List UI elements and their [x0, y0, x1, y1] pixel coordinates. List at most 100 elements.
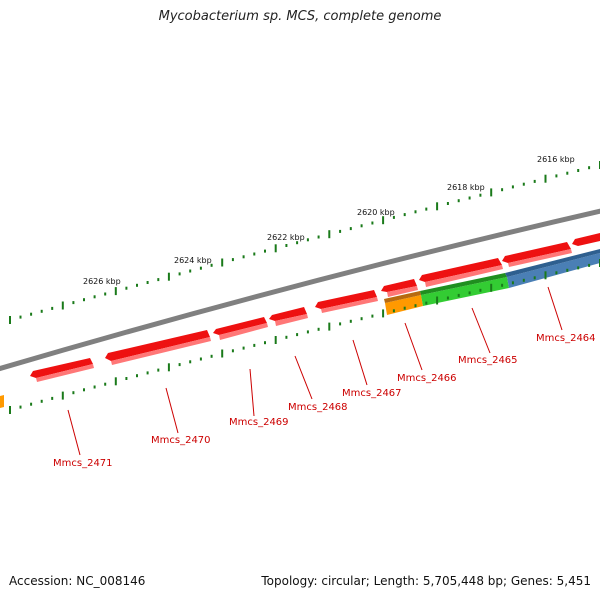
inner-tick [210, 354, 213, 358]
outer-tick [392, 215, 395, 219]
gene-arrow-mmcs-2468 [269, 307, 307, 321]
leader-mmcs-2467 [352, 339, 368, 386]
inner-tick [544, 271, 547, 280]
outer-tick [231, 258, 234, 262]
gene-arrow-mmcs-2466-shade [387, 286, 418, 297]
outer-tick [40, 309, 43, 313]
outer-tick [9, 316, 11, 324]
inner-tick [501, 283, 504, 287]
inner-tick [19, 405, 22, 409]
inner-tick [360, 317, 363, 321]
outer-tick [19, 315, 22, 319]
inner-tick [446, 296, 449, 300]
outer-tick [253, 252, 256, 256]
inner-tick [285, 335, 288, 339]
inner-tick [114, 377, 117, 386]
gene-label-mmcs-2470: Mmcs_2470 [151, 435, 211, 446]
outer-tick [403, 213, 406, 217]
scale-label-2626: 2626 kbp [83, 277, 121, 286]
gene-label-mmcs-2468: Mmcs_2468 [288, 402, 348, 413]
inner-tick [414, 304, 417, 308]
inner-tick [382, 309, 385, 318]
gene-arrow-mmcs-2464 [502, 242, 571, 263]
outer-tick [167, 272, 170, 281]
inner-tick [61, 391, 64, 400]
outer-tick [146, 281, 149, 284]
leader-mmcs-2470 [165, 387, 179, 434]
outer-tick [125, 286, 128, 290]
outer-tick [242, 255, 245, 259]
outer-tick-ring [9, 161, 600, 324]
inner-tick [178, 363, 181, 367]
outer-tick [114, 287, 117, 296]
scale-label-2616: 2616 kbp [537, 155, 575, 164]
map-title: Mycobacterium sp. MCS, complete genome [158, 9, 442, 24]
gene-arrow-mmcs-2469 [213, 317, 267, 335]
inner-tick [533, 276, 536, 280]
gene-arrow-mmcs-2467-shade [321, 297, 378, 313]
outer-tick [382, 216, 385, 225]
inner-tick [242, 346, 245, 350]
outer-tick [414, 210, 417, 214]
inner-tick [349, 319, 352, 323]
inner-tick [30, 402, 33, 406]
inner-tick [40, 399, 43, 403]
outer-tick [425, 207, 428, 211]
outer-tick [457, 199, 460, 203]
accession-label: Accession: NC_008146 [9, 574, 146, 588]
leader-mmcs-2464 [547, 286, 563, 331]
outer-tick [274, 244, 277, 253]
outer-tick [360, 224, 363, 228]
outer-tick [157, 278, 160, 282]
inner-tick [479, 288, 482, 292]
outer-tick [83, 298, 85, 302]
gene-label-mmcs-2466: Mmcs_2466 [397, 373, 457, 384]
gene-label-mmcs-2465: Mmcs_2465 [458, 355, 518, 366]
green-feature [421, 277, 509, 306]
gene-arrow-mmcs-2465 [419, 258, 502, 282]
leader-mmcs-2469 [249, 368, 255, 417]
feature-track [0, 249, 600, 408]
genome-summary: Topology: circular; Length: 5,705,448 bp… [261, 574, 591, 588]
gene-arrow-mmcs-2467 [315, 290, 377, 309]
outer-tick [588, 166, 591, 170]
inner-tick [328, 322, 331, 331]
gene-label-mmcs-2471: Mmcs_2471 [53, 458, 113, 469]
outer-tick [221, 258, 224, 267]
inner-tick [436, 296, 439, 305]
inner-tick [566, 268, 569, 272]
outer-tick [264, 249, 266, 253]
outer-tick [436, 202, 439, 211]
inner-tick [457, 293, 460, 297]
leader-mmcs-2466 [404, 322, 423, 371]
leader-mmcs-2471 [67, 409, 81, 456]
inner-tick [468, 291, 471, 295]
inner-tick [253, 343, 256, 347]
inner-tick [339, 322, 342, 326]
outer-tick [511, 185, 514, 189]
forward-genes [30, 233, 600, 382]
outer-tick [566, 171, 569, 175]
inner-tick [189, 360, 192, 364]
outer-tick [210, 263, 213, 267]
orange-feature-top [384, 291, 421, 303]
outer-tick [501, 188, 504, 192]
inner-tick [199, 357, 202, 361]
leader-mmcs-2465 [471, 307, 491, 354]
gene-arrow-mmcs-2465-shade [425, 265, 503, 287]
outer-tick [199, 266, 202, 270]
inner-tick [157, 368, 160, 372]
inner-tick [274, 336, 277, 344]
scale-label-2620: 2620 kbp [357, 208, 395, 217]
outer-tick [317, 235, 320, 239]
blue-feature [507, 253, 600, 288]
gene-arrow-mmcs-2470-shade [111, 337, 211, 365]
green-feature-top [420, 273, 507, 295]
outer-tick [93, 295, 96, 299]
inner-tick [490, 283, 493, 292]
blue-feature-top [505, 249, 600, 277]
outer-tick [285, 244, 288, 247]
inner-tick [371, 314, 374, 318]
